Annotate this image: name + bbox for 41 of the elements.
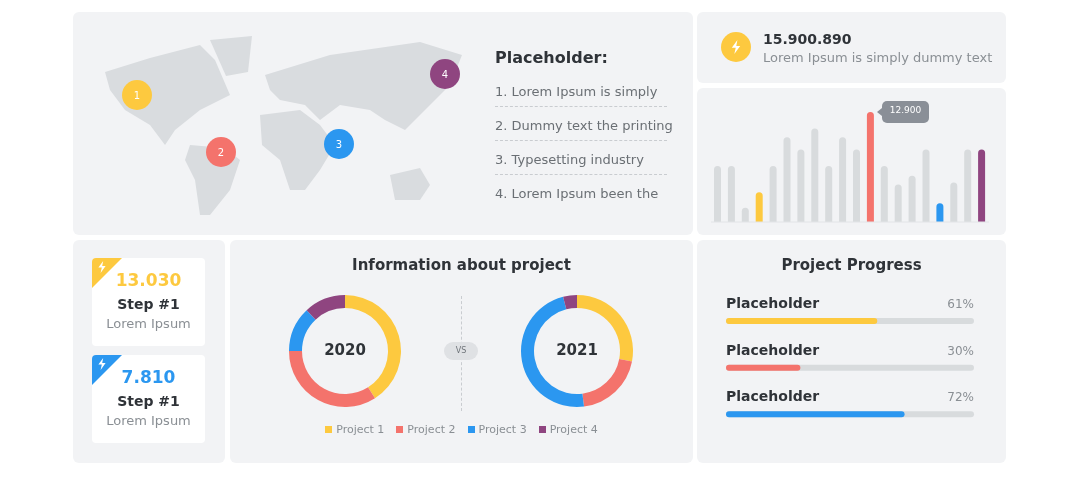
legend-label: Project 1 [335,423,385,436]
donut-slice [563,295,577,310]
text: Lorem Ipsum [105,316,192,331]
text: VS [444,342,478,360]
map-marker-icon: 4 [430,59,460,89]
text: Step #1 [116,296,181,312]
text: 1. Lorem Ipsum is simply [495,84,667,107]
text: 2021 [555,341,599,359]
bar [978,149,986,222]
chart-title: Information about project [351,256,572,274]
donut-slice [289,310,316,351]
text: Lorem Ipsum is simply dummy text [763,50,993,65]
text: Placeholder: [495,48,608,67]
legend-label: Project 4 [548,423,598,436]
map-marker-icon: 3 [324,129,354,159]
bar [936,203,944,222]
text: 4. Lorem Ipsum been the [495,186,660,203]
category-label: Placeholder [726,341,820,358]
donut-slice [582,359,633,407]
text: Step #1 [116,393,181,409]
text: 3. Typesetting industry [495,152,667,175]
category-label: Placeholder [726,388,820,405]
text: 15.900.890 [763,31,852,47]
text: 7.810 [120,367,177,387]
data-label: 72% [947,390,974,405]
data-label: 61% [947,297,974,311]
map-marker-icon: 2 [206,137,236,167]
text: Lorem Ipsum [105,413,192,428]
legend-label: Project 3 [477,423,527,436]
bar [866,112,874,222]
bar [755,192,763,222]
data-label: 30% [947,343,974,358]
legend-label: Project 2 [406,423,456,436]
text: 2. Dummy text the printing [495,118,673,135]
text: 13.030 [114,270,183,290]
annotation: 12.900 [888,105,923,115]
map-marker-icon: 1 [122,80,152,110]
chart-title: Project Progress [780,256,923,274]
text: 2020 [323,341,367,359]
category-label: Placeholder [726,295,820,311]
donut-slice [306,295,345,320]
